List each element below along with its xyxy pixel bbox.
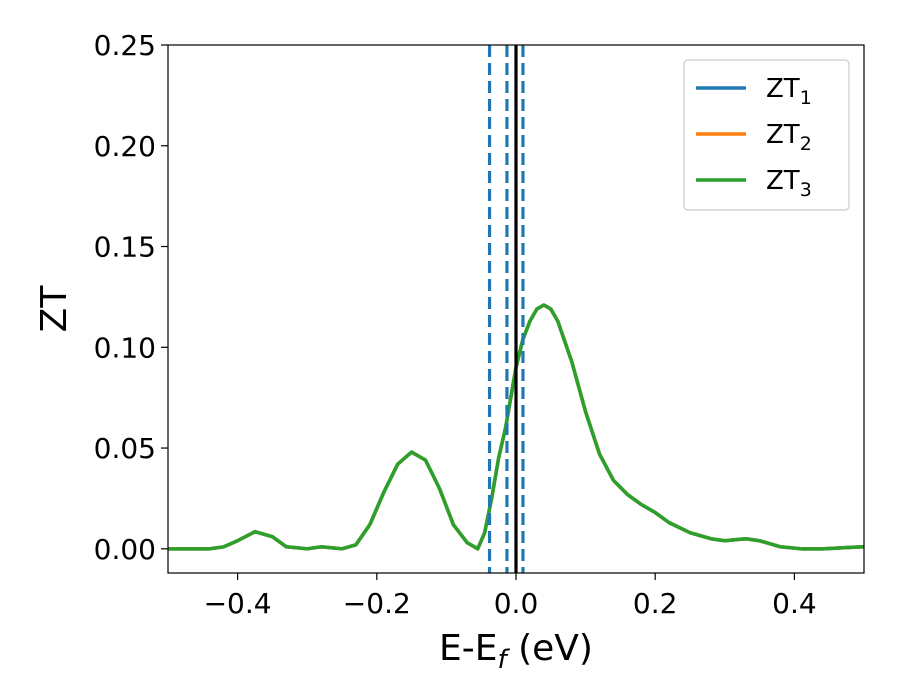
y-tick-label: 0.10 [94, 331, 156, 364]
legend-label-zt2: ZT2 [766, 120, 812, 155]
legend-label-zt3: ZT3 [766, 166, 812, 201]
legend-label-subscript: 2 [800, 133, 812, 155]
x-tick-label: 0.0 [494, 587, 539, 620]
x-axis-label: E-Ef (eV) [439, 628, 593, 675]
legend-label-subscript: 3 [800, 179, 812, 201]
series-line-zt3 [168, 303, 864, 551]
x-tick-label: 0.2 [633, 587, 678, 620]
plot-area [168, 45, 864, 573]
legend-label-subscript: 1 [800, 87, 812, 109]
y-tick-label: 0.05 [94, 432, 156, 465]
y-axis-label: ZT [34, 285, 75, 333]
x-tick-label: 0.4 [772, 587, 817, 620]
x-tick-label: −0.4 [204, 587, 272, 620]
axis-ticks: −0.4 −0.2 0.0 0.2 0.4 0.00 0.05 0.10 0.15 0.20 0.2… [94, 29, 817, 620]
legend-label-main: ZT [766, 120, 800, 150]
legend-box [683, 59, 850, 211]
x-axis-label-unit: (eV) [507, 628, 593, 669]
legend-label-main: ZT [766, 166, 800, 196]
y-tick-label: 0.20 [94, 130, 156, 163]
y-tick-label: 0.25 [94, 29, 156, 62]
x-axis-label-main: E-E [439, 628, 497, 669]
y-tick-label: 0.15 [94, 231, 156, 264]
y-tick-label: 0.00 [94, 533, 156, 566]
legend-label-main: ZT [766, 74, 800, 104]
plot-frame [167, 44, 865, 574]
legend-label-zt1: ZT1 [766, 74, 812, 109]
x-tick-label: −0.2 [343, 587, 411, 620]
